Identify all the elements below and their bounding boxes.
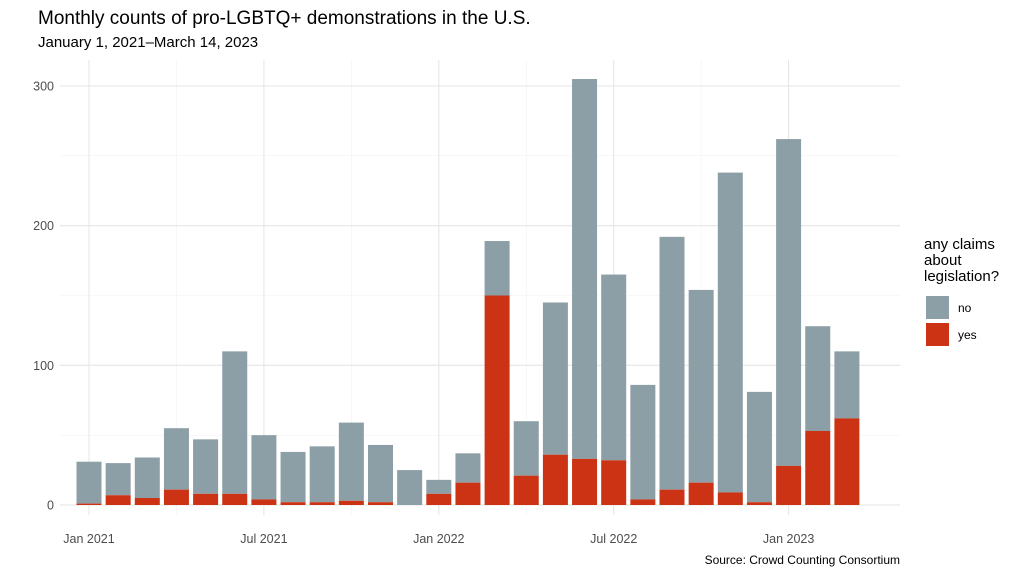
source-caption: Source: Crowd Counting Consortium <box>704 553 900 567</box>
legend-label-yes: yes <box>958 327 977 342</box>
bar-segment-yes <box>338 500 364 505</box>
bar-segment-no <box>717 172 743 493</box>
bar-segment-no <box>280 451 306 503</box>
bar-segment-no <box>134 457 160 499</box>
bar-segment-yes <box>134 498 160 505</box>
bar-segment-no <box>397 470 423 505</box>
chart-subtitle: January 1, 2021–March 14, 2023 <box>38 34 259 51</box>
bar-segment-no <box>688 289 714 483</box>
bar-segment-yes <box>717 492 743 505</box>
x-tick-label: Jul 2021 <box>240 532 287 546</box>
bar-segment-no <box>630 384 656 500</box>
bar-segment-yes <box>513 475 539 505</box>
bar-segment-no <box>572 79 598 459</box>
bar-segment-yes <box>76 503 102 505</box>
bar-segment-yes <box>805 430 831 505</box>
bar-segment-yes <box>455 482 481 505</box>
x-tick-label: Jul 2022 <box>590 532 637 546</box>
bar-segment-no <box>455 453 481 483</box>
bar-segment-yes <box>105 495 131 505</box>
x-tick-label: Jan 2021 <box>63 532 114 546</box>
bar-segment-yes <box>193 493 219 505</box>
bar-segment-no <box>368 444 393 503</box>
bar-segment-no <box>105 463 131 496</box>
bar-segment-no <box>513 421 539 476</box>
bar-segment-no <box>834 351 860 419</box>
bar-segment-no <box>309 446 335 503</box>
bar-segment-yes <box>659 489 685 505</box>
legend-item-no: no <box>926 296 971 319</box>
bar-segment-yes <box>251 499 277 505</box>
bar-segment-no <box>659 236 685 490</box>
y-tick-label: 100 <box>33 359 54 373</box>
bar-segment-yes <box>572 458 598 505</box>
bar-segment-no <box>76 461 102 504</box>
bar-segment-no <box>426 479 452 494</box>
bar-segment-yes <box>163 489 189 505</box>
bar-segment-yes <box>280 502 306 505</box>
bar-segment-yes <box>746 502 772 505</box>
bar-segment-yes <box>688 482 714 505</box>
x-tick-label: Jan 2023 <box>763 532 814 546</box>
bar-segment-yes <box>601 460 627 505</box>
bar-segment-yes <box>776 465 802 505</box>
bar-segment-yes <box>309 502 335 505</box>
bar-segment-yes <box>484 295 510 505</box>
y-tick-label: 300 <box>33 80 54 94</box>
bar-segment-yes <box>630 499 656 505</box>
x-tick-label: Jan 2022 <box>413 532 464 546</box>
bar-segment-no <box>193 439 219 494</box>
y-tick-label: 0 <box>47 499 54 513</box>
bar-segment-no <box>251 435 277 500</box>
bar-segment-no <box>222 351 248 494</box>
legend-title: any claims about legislation? <box>924 236 1000 285</box>
bar-segment-no <box>601 274 627 461</box>
bar-segment-no <box>338 422 364 501</box>
y-tick-label: 200 <box>33 219 54 233</box>
bar-segment-no <box>484 241 510 296</box>
bar-segment-yes <box>368 502 393 505</box>
bar-segment-no <box>805 326 831 431</box>
bar-segment-yes <box>426 493 452 505</box>
bar-segment-yes <box>834 418 860 505</box>
bar-segment-no <box>542 302 568 455</box>
legend-item-yes: yes <box>926 323 977 346</box>
chart-title: Monthly counts of pro-LGBTQ+ demonstrati… <box>38 8 531 29</box>
legend-label-no: no <box>958 300 972 315</box>
bar-segment-no <box>163 428 189 490</box>
bar-segment-no <box>746 391 772 503</box>
bar-segment-yes <box>542 454 568 505</box>
legend-swatch-yes <box>926 323 949 346</box>
bar-segment-yes <box>222 493 248 505</box>
bar-segment-no <box>776 139 802 466</box>
legend-swatch-no <box>926 296 949 319</box>
